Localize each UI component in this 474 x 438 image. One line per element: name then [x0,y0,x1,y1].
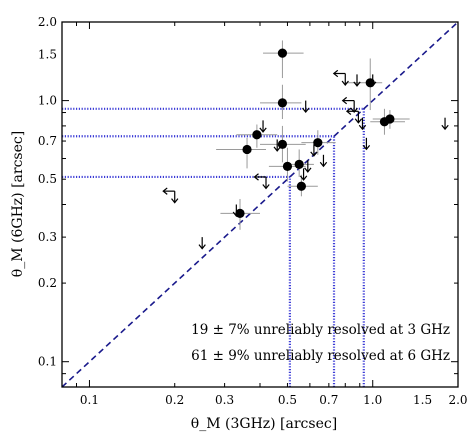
y-tick-label: 1.5 [38,48,57,62]
limit-arrowhead-down [310,151,318,157]
limit-arrowhead-down [441,124,449,131]
upper-limit-marker [332,69,349,86]
limit-arrowhead-down [362,144,371,151]
data-points [235,48,395,218]
limit-arrowhead-left [332,69,339,78]
limit-arrowhead-down [273,146,281,152]
upper-limit-marker [358,117,367,131]
threshold-lines [62,107,365,387]
data-point [282,161,293,171]
upper-limit-marker [319,154,328,168]
y-tick-label: 0.2 [38,276,57,290]
data-point [294,159,304,169]
limit-arrowhead-left [162,187,168,195]
x-tick-label: 0.1 [80,393,99,407]
x-tick-labels: 0.1 0.2 0.3 0.5 0.7 1.0 1.5 2.0 [80,393,468,407]
x-axis-label: θ_M (3GHz) [arcsec] [191,416,337,432]
x-tick-label: 2.0 [448,393,467,407]
limit-arrowhead-down [319,161,328,168]
limit-arrowhead-down [262,184,270,190]
limit-arrowhead-left [341,96,348,105]
limit-arrowhead-down [198,244,206,250]
x-tick-label: 0.7 [319,393,338,407]
data-point [313,138,323,148]
upper-limit-marker [253,173,270,190]
y-axis-label: θ_M (6GHz) [arcsec] [10,131,26,277]
x-tick-label: 0.5 [278,393,297,407]
data-point [385,114,395,124]
upper-limit-marker [302,100,310,114]
upper-limit-marker [353,74,361,87]
data-point [277,98,288,108]
limit-arrowhead-left [345,107,352,115]
upper-limit-marker [362,137,371,151]
upper-limit-marker [310,144,318,157]
data-point [277,48,288,58]
limit-arrowhead-down [302,107,310,114]
limit-arrowhead-down [259,127,267,133]
y-tick-label: 0.5 [38,172,57,186]
upper-limit-markers [162,69,449,250]
x-tick-label: 1.0 [363,393,382,407]
annotation-text: 61 ± 9% unreliably resolved at 6 GHz [191,348,450,364]
axis-ticks [62,21,459,387]
upper-limit-marker [341,96,358,114]
upper-limit-marker [304,160,312,173]
limit-arrowhead-down [299,175,308,181]
x-tick-label: 1.5 [413,393,432,407]
limit-arrowhead-down [304,167,312,173]
y-tick-label: 2.0 [38,15,57,29]
upper-limit-marker [259,120,267,133]
y-tick-label: 0.3 [38,230,57,244]
data-point [252,130,262,140]
upper-limit-marker [345,107,363,124]
limit-arrowhead-down [353,81,361,87]
data-point [277,139,288,149]
upper-limit-marker [162,187,179,204]
data-point [365,78,375,88]
y-tick-label: 0.7 [38,134,57,148]
limit-arrowhead-down [358,124,367,131]
upper-limit-marker [299,168,308,181]
limit-arrowhead-left [253,173,259,181]
x-tick-label: 0.2 [165,393,184,407]
data-point [296,181,306,191]
error-bars [216,40,410,230]
limit-arrowhead-down [354,118,363,124]
annotation-text: 19 ± 7% unreliably resolved at 3 GHz [191,322,450,338]
upper-limit-marker [198,237,206,250]
limit-arrowhead-down [171,198,179,204]
data-point [242,144,252,155]
limit-arrowhead-down [350,107,358,114]
y-tick-labels: 0.1 0.2 0.3 0.5 0.7 1.0 1.5 2.0 [38,15,57,369]
y-tick-label: 1.0 [38,94,57,108]
limit-arrowhead-down [341,80,349,86]
data-point [235,208,245,218]
x-tick-label: 0.3 [215,393,234,407]
y-tick-label: 0.1 [38,355,57,369]
upper-limit-marker [441,117,449,131]
upper-limit-marker [273,139,281,152]
annotations: 19 ± 7% unreliably resolved at 3 GHz 61 ±… [191,322,450,364]
